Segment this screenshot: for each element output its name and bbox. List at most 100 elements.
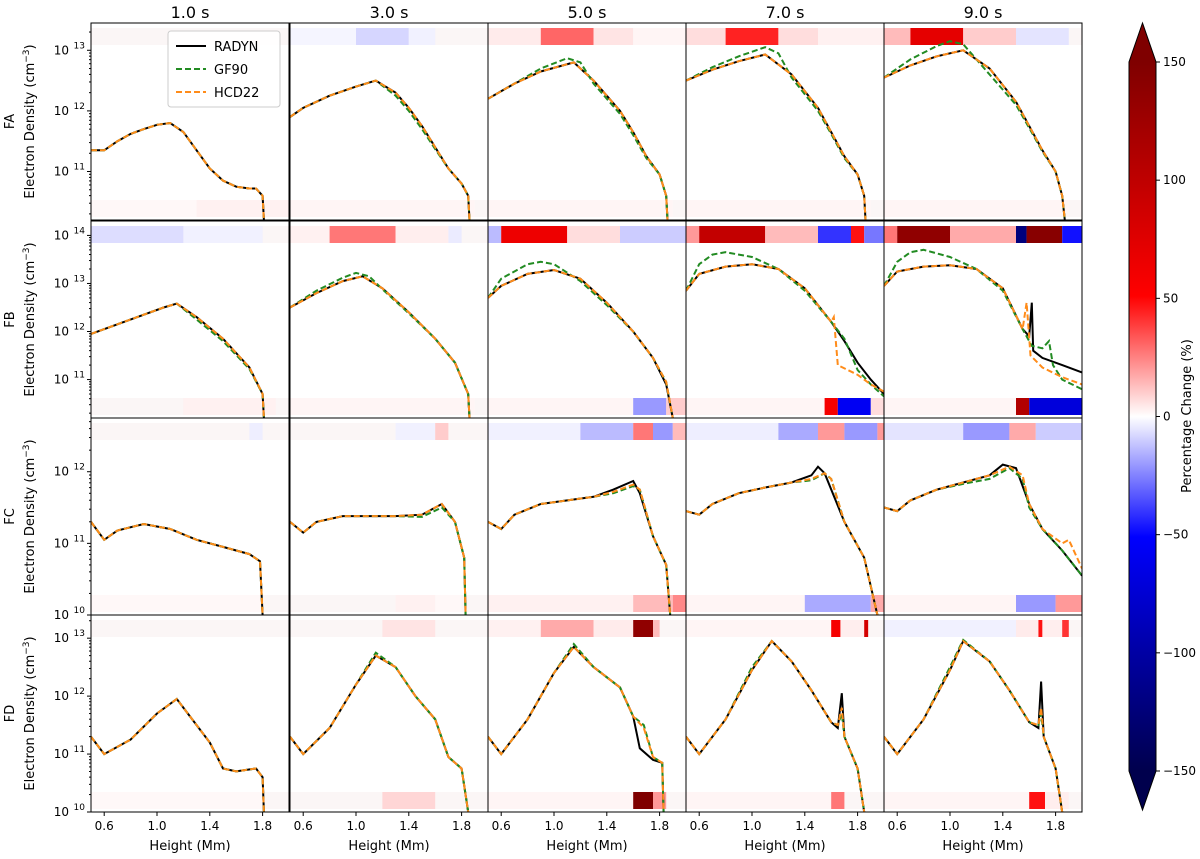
top-strip-segment [1009, 423, 1036, 440]
y-tick-label: 10 [54, 747, 69, 761]
panel-frame [289, 220, 489, 419]
panel [488, 620, 686, 812]
y-label-suffix: ) [23, 242, 38, 247]
legend: RADYN GF90 HCD22 [167, 30, 281, 108]
hcd22-line [290, 275, 471, 418]
y-tick-base: 10 [54, 805, 69, 819]
x-tick-label: 1.4 [795, 819, 814, 833]
panel-frame [883, 614, 1083, 813]
radyn-line [686, 263, 884, 395]
top-strip-segment [877, 423, 884, 440]
panel [91, 226, 289, 418]
colorbar-tick-label: 100 [1163, 173, 1186, 187]
legend-box [167, 30, 281, 108]
y-tick-base: 10 [54, 608, 69, 622]
y-tick-exponent: 13 [74, 41, 85, 51]
bottom-strip-segment [672, 595, 686, 612]
y-tick-label: 10 [54, 373, 69, 387]
y-tick-label: 10 [54, 165, 69, 179]
bottom-strip-segment [831, 792, 845, 809]
top-strip-background [91, 620, 289, 637]
top-strip-segment [567, 226, 620, 243]
bottom-strip-segment [1055, 595, 1082, 612]
x-tick-label: 1.0 [544, 819, 563, 833]
top-strip-segment [686, 226, 700, 243]
panel-frame [289, 614, 489, 813]
bottom-strip-segment [1045, 792, 1069, 809]
top-strip-segment [686, 620, 832, 637]
bottom-strip-segment [1029, 398, 1082, 415]
x-axes: 0.6 1.0 1.4 1.8 Height (Mm) 0.6 1.0 1.4 1.8 Heigh… [95, 812, 1065, 854]
y-tick-exponent: 11 [74, 163, 85, 173]
top-strip-segment [818, 28, 884, 45]
y-tick-exponent: 12 [74, 687, 85, 697]
y-tick-exponent: 13 [74, 629, 85, 639]
bottom-strip-segment [91, 200, 197, 217]
gf90-line [884, 40, 1066, 220]
radyn-line [884, 639, 1064, 812]
top-strip-segment [356, 28, 409, 45]
legend-label-radyn: RADYN [214, 40, 258, 55]
panel-frame [685, 614, 885, 813]
top-strip-segment [884, 28, 911, 45]
y-tick-exponent: 12 [74, 323, 85, 333]
top-strip-segment [395, 226, 449, 243]
panel-frame [487, 22, 687, 221]
panel-frame [90, 22, 290, 221]
hcd22-line [290, 502, 467, 615]
bottom-strip-segment [488, 595, 634, 612]
panel [884, 620, 1082, 812]
colorbar-tick-label: 150 [1163, 55, 1186, 69]
top-strip-segment [1062, 226, 1082, 243]
y-tick-label: 10 [54, 805, 69, 819]
gf90-line [488, 642, 665, 812]
legend-label-hcd22: HCD22 [214, 86, 259, 101]
colorbar: 150 100 50 0 −50 −100 −150 Percentage Change (… [1128, 21, 1196, 812]
top-strip-segment [1035, 423, 1082, 440]
y-axis-label: Electron Density (cm−3) [22, 636, 38, 790]
radyn-line [488, 61, 669, 220]
panel [290, 28, 488, 220]
top-strip-segment [864, 226, 884, 243]
x-tick-label: 1.0 [346, 819, 365, 833]
top-strip-segment [329, 226, 396, 243]
bottom-strip-segment [488, 200, 673, 217]
y-tick-exponent: 13 [74, 274, 85, 284]
colorbar-upper-extension [1129, 23, 1156, 62]
bottom-strip-segment [686, 595, 805, 612]
gf90-line [686, 46, 867, 220]
y-tick-exponent: 11 [74, 745, 85, 755]
bottom-strip-segment [196, 200, 289, 217]
top-strip-segment [633, 28, 686, 45]
panel-frame [487, 220, 687, 419]
bottom-strip-segment [686, 792, 832, 809]
x-tick-label: 1.8 [253, 819, 272, 833]
panel-frame [883, 417, 1083, 616]
top-strip-segment [1016, 28, 1069, 45]
panel-frame [487, 614, 687, 813]
panel [686, 28, 884, 220]
y-tick-exponent: 11 [74, 371, 85, 381]
hcd22-line [686, 53, 867, 220]
panel [91, 423, 289, 615]
x-tick-label: 0.6 [888, 819, 907, 833]
y-tick-base: 10 [54, 465, 69, 479]
bottom-strip-segment [870, 398, 884, 415]
panel [488, 28, 686, 220]
y-tick-label: 10 [54, 536, 69, 550]
hcd22-line [290, 79, 471, 220]
panel-frames [90, 22, 1083, 813]
gf90-line [884, 466, 1082, 577]
bottom-strip-segment [686, 200, 871, 217]
top-strip-segment [593, 28, 634, 45]
top-strip-segment [290, 28, 356, 45]
top-strip-segment [950, 226, 1016, 243]
x-tick-label: 1.0 [742, 819, 761, 833]
gf90-line [884, 248, 1082, 391]
top-strip-segment [580, 423, 634, 440]
top-strip-background [290, 423, 488, 440]
panels [91, 28, 1082, 812]
y-tick-base: 10 [54, 165, 69, 179]
top-strip-segment [633, 423, 653, 440]
